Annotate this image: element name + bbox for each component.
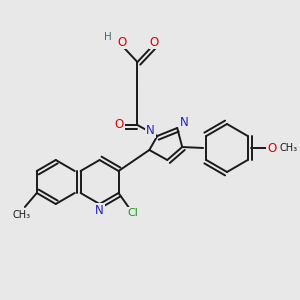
Text: O: O: [118, 35, 127, 49]
Text: N: N: [180, 116, 189, 130]
Text: O: O: [267, 142, 276, 154]
Text: O: O: [115, 118, 124, 131]
Text: CH₃: CH₃: [13, 210, 31, 220]
Text: Cl: Cl: [127, 208, 138, 218]
Text: O: O: [150, 35, 159, 49]
Text: H: H: [104, 32, 111, 42]
Text: N: N: [146, 124, 155, 137]
Text: N: N: [95, 203, 104, 217]
Text: CH₃: CH₃: [280, 143, 298, 153]
